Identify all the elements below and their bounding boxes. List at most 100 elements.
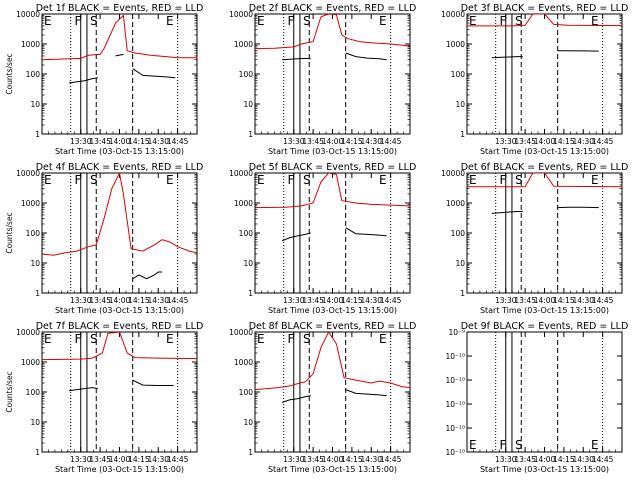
x-tick-label: 14:30 xyxy=(147,455,169,464)
axes-frame xyxy=(254,331,411,453)
axes-frame xyxy=(254,13,411,135)
marker-S: S xyxy=(90,173,98,187)
x-tick-label: 14:30 xyxy=(572,296,594,305)
series-lld-seg-0 xyxy=(42,173,197,256)
x-tick-label: 13:45 xyxy=(514,296,536,305)
y-tick-label: 1000 xyxy=(446,199,465,208)
x-tick-label: 13:30 xyxy=(70,455,92,464)
series-events-seg-1 xyxy=(345,227,387,237)
marker-E-right: E xyxy=(591,14,599,28)
x-tick-label: 13:30 xyxy=(283,137,305,146)
series-lld-seg-0 xyxy=(255,173,410,209)
panel-title: Det 8f BLACK = Events, RED = LLD xyxy=(249,321,417,332)
series-events-seg-1 xyxy=(115,53,124,57)
panel-title: Det 5f BLACK = Events, RED = LLD xyxy=(249,162,417,173)
marker-E-right: E xyxy=(591,438,599,452)
y-tick-label: 1 xyxy=(35,130,40,139)
y-axis-label: Counts/sec xyxy=(5,371,14,412)
x-tick-label: 14:00 xyxy=(109,137,131,146)
marker-S: S xyxy=(515,438,523,452)
marker-F: F xyxy=(500,438,507,452)
marker-E-right: E xyxy=(166,332,174,346)
panel-title: Det 9f BLACK = Events, RED = LLD xyxy=(461,321,629,332)
x-tick-label: 14:45 xyxy=(592,455,614,464)
x-tick-label: 13:45 xyxy=(302,296,324,305)
marker-S: S xyxy=(515,14,523,28)
marker-E-left: E xyxy=(44,173,52,187)
x-tick-label: 14:45 xyxy=(380,296,402,305)
y-tick-label: 100 xyxy=(239,70,254,79)
x-tick-label: 13:30 xyxy=(495,455,517,464)
marker-F: F xyxy=(75,332,82,346)
series-events-seg-0 xyxy=(282,57,311,61)
series-events-seg-0 xyxy=(491,211,523,214)
x-tick-label: 14:30 xyxy=(572,455,594,464)
axes-frame xyxy=(41,13,198,135)
x-axis-label: Start Time (03-Oct-15 13:15:00) xyxy=(55,465,184,474)
x-axis-label: Start Time (03-Oct-15 13:15:00) xyxy=(268,147,397,156)
marker-F: F xyxy=(500,14,507,28)
x-axis-label: Start Time (03-Oct-15 13:15:00) xyxy=(480,306,609,315)
x-tick-label: 13:45 xyxy=(89,137,111,146)
series-events-seg-1 xyxy=(345,52,387,61)
y-tick-label: 1000 xyxy=(234,358,253,367)
y-tick-label: 1 xyxy=(248,289,253,298)
marker-E-right: E xyxy=(166,14,174,28)
series-events-seg-0 xyxy=(491,56,523,59)
y-tick-label: 100 xyxy=(26,388,41,397)
series-lld-seg-0 xyxy=(255,14,410,50)
marker-F: F xyxy=(75,173,82,187)
panel-det-5: 1 10 100 1000 10000 13:3013:4514:0014:1514:30… xyxy=(229,169,411,315)
x-tick-label: 14:00 xyxy=(109,296,131,305)
series-events-seg-1 xyxy=(345,389,387,397)
y-tick-label: 10⁻¹⁰ xyxy=(445,448,465,457)
x-tick-label: 14:45 xyxy=(167,137,189,146)
x-tick-label: 14:30 xyxy=(360,296,382,305)
x-tick-label: 14:00 xyxy=(534,455,556,464)
axes-frame xyxy=(466,13,623,135)
y-tick-label: 10 xyxy=(243,418,253,427)
x-tick-label: 13:30 xyxy=(70,137,92,146)
x-tick-label: 14:30 xyxy=(360,455,382,464)
y-tick-label: 10 xyxy=(455,259,465,268)
series-events-seg-1 xyxy=(132,379,174,386)
x-axis-label: Start Time (03-Oct-15 13:15:00) xyxy=(55,306,184,315)
y-tick-label: 1 xyxy=(35,448,40,457)
x-tick-label: 14:45 xyxy=(380,137,402,146)
x-tick-label: 14:00 xyxy=(109,455,131,464)
y-tick-label: 100 xyxy=(451,70,466,79)
x-tick-label: 13:45 xyxy=(514,137,536,146)
x-tick-label: 14:30 xyxy=(360,137,382,146)
panel-det-7: 1 10 100 1000 10000 Counts/sec 13:3013:4514:00… xyxy=(5,328,198,474)
y-tick-label: 10000 xyxy=(16,10,40,19)
marker-E-right: E xyxy=(379,14,387,28)
marker-S: S xyxy=(90,14,98,28)
x-tick-label: 14:00 xyxy=(322,137,344,146)
panel-det-9: 10⁻¹⁰10⁻¹⁰10⁻¹⁰10⁻¹⁰10⁻¹⁰10⁻⁹13:3013:451… xyxy=(445,328,623,474)
marker-F: F xyxy=(75,14,82,28)
y-tick-label: 10 xyxy=(30,259,40,268)
y-tick-label: 10000 xyxy=(229,169,253,178)
panel-title: Det 4f BLACK = Events, RED = LLD xyxy=(36,162,204,173)
y-tick-label: 1000 xyxy=(234,40,253,49)
x-tick-label: 14:45 xyxy=(592,137,614,146)
panel-title: Det 1f BLACK = Events, RED = LLD xyxy=(36,3,204,14)
y-tick-label: 1000 xyxy=(21,358,40,367)
marker-F: F xyxy=(288,332,295,346)
y-tick-label: 10⁻¹⁰ xyxy=(445,400,465,409)
x-tick-label: 14:45 xyxy=(380,455,402,464)
series-events-seg-0 xyxy=(281,232,311,242)
axes-frame xyxy=(254,172,411,294)
panel-title: Det 7f BLACK = Events, RED = LLD xyxy=(36,321,204,332)
marker-F: F xyxy=(500,173,507,187)
panel-det-6: 1 10 100 1000 10000 13:3013:4514:0014:1514:30… xyxy=(441,169,623,315)
panel-det-3: 1 10 100 1000 10000 13:3013:4514:0014:1514:30… xyxy=(441,10,623,156)
y-tick-label: 100 xyxy=(26,70,41,79)
y-tick-label: 1 xyxy=(460,130,465,139)
x-tick-label: 13:45 xyxy=(302,455,324,464)
y-tick-label: 10⁻¹⁰ xyxy=(445,352,465,361)
x-tick-label: 14:15 xyxy=(553,296,575,305)
panel-title: Det 2f BLACK = Events, RED = LLD xyxy=(249,3,417,14)
y-tick-label: 1 xyxy=(460,289,465,298)
